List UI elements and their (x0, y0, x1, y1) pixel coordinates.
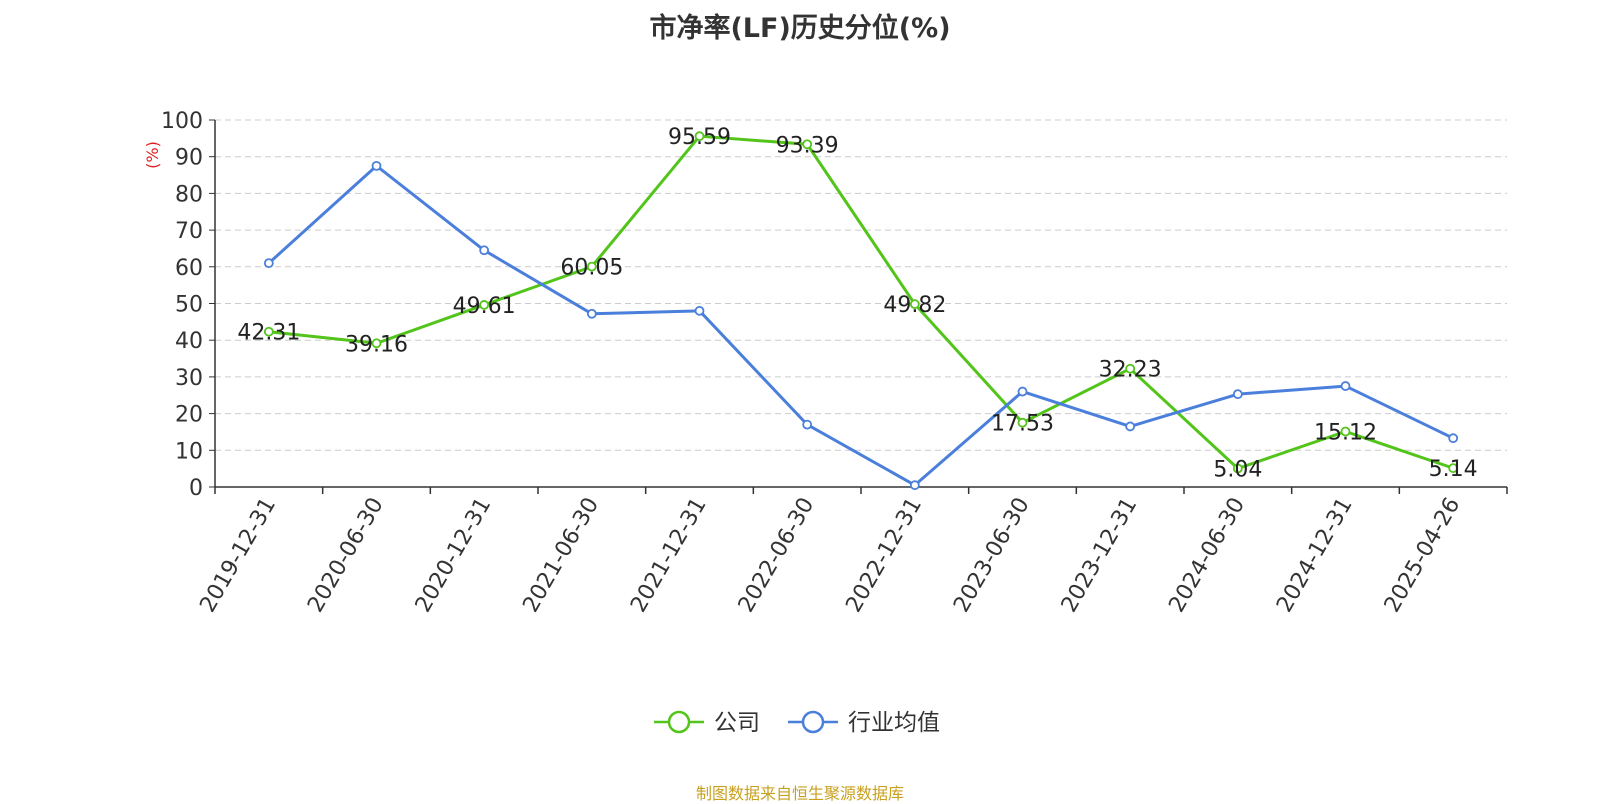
data-point-company (909, 299, 920, 310)
y-tick-label: 90 (175, 146, 203, 171)
data-point-industry-avg (1340, 381, 1351, 391)
data-label: 49.82 (883, 293, 946, 318)
data-point-company (371, 338, 382, 349)
x-tick-label: 2022-12-31 (841, 494, 927, 617)
legend-label-company: 公司 (714, 710, 760, 736)
data-point-industry-avg (694, 305, 705, 316)
data-point-company (1448, 463, 1459, 474)
y-tick-label: 50 (175, 293, 203, 318)
data-point-industry-avg (1125, 421, 1136, 432)
data-point-company (1017, 417, 1028, 428)
x-tick-label: 2023-06-30 (949, 494, 1035, 617)
y-tick-label: 10 (175, 439, 203, 464)
data-point-industry-avg (1017, 386, 1028, 397)
x-tick-label: 2019-12-31 (195, 494, 281, 617)
data-point-industry-avg (802, 419, 813, 430)
data-label: 49.61 (453, 294, 516, 319)
chart-title: 市净率(LF)历史分位(%) (649, 13, 951, 44)
x-tick-label: 2024-06-30 (1164, 494, 1250, 617)
data-label: 5.04 (1213, 458, 1262, 483)
x-tick-label: 2025-04-26 (1380, 494, 1466, 617)
data-label: 39.16 (345, 332, 408, 357)
y-tick-label: 100 (161, 109, 203, 134)
data-label: 60.05 (560, 256, 623, 281)
x-tick-label: 2023-12-31 (1057, 494, 1143, 617)
data-point-industry-avg (909, 480, 920, 491)
series-line-company (268, 134, 1454, 471)
y-tick-label: 60 (175, 256, 203, 281)
x-tick-label: 2024-12-31 (1272, 494, 1358, 617)
legend-marker-industry-avg (801, 710, 825, 734)
data-label: 32.23 (1099, 358, 1162, 383)
data-point-company (802, 139, 813, 150)
legend-marker-company (667, 710, 691, 734)
data-point-company (1232, 463, 1243, 474)
data-point-company (1340, 426, 1351, 437)
y-tick-label: 80 (175, 182, 203, 207)
y-tick-label: 0 (189, 476, 203, 501)
x-tick-label: 2021-06-30 (518, 494, 604, 617)
y-tick-label: 70 (175, 219, 203, 244)
series-line-industry-avg (267, 164, 1454, 487)
y-tick-label: 30 (175, 366, 203, 391)
data-point-industry-avg (1232, 389, 1243, 400)
x-tick-label: 2021-12-31 (626, 494, 712, 617)
data-point-company (263, 326, 274, 337)
x-tick-label: 2022-06-30 (734, 494, 820, 617)
legend-label-industry-avg: 行业均值 (848, 710, 940, 736)
x-tick-label: 2020-06-30 (303, 494, 389, 617)
data-point-company (479, 300, 490, 310)
y-axis-label: (%) (143, 141, 162, 169)
y-tick-label: 40 (175, 329, 203, 354)
source-note: 制图数据来自恒生聚源数据库 (695, 784, 904, 803)
data-point-company (694, 131, 705, 142)
data-point-industry-avg (586, 308, 597, 319)
data-label: 15.12 (1314, 421, 1377, 446)
data-label: 17.53 (991, 412, 1054, 437)
data-label: 93.39 (776, 133, 839, 158)
data-label: 42.31 (237, 321, 300, 346)
x-tick-label: 2020-12-31 (411, 494, 497, 617)
data-point-industry-avg (479, 245, 490, 256)
data-label: 95.59 (668, 125, 731, 150)
data-point-industry-avg (263, 258, 274, 269)
data-point-industry-avg (371, 160, 382, 171)
y-tick-label: 20 (175, 403, 203, 428)
data-point-industry-avg (1448, 433, 1459, 444)
data-point-company (1125, 363, 1136, 374)
data-label: 5.14 (1429, 457, 1478, 482)
data-point-company (586, 261, 597, 272)
